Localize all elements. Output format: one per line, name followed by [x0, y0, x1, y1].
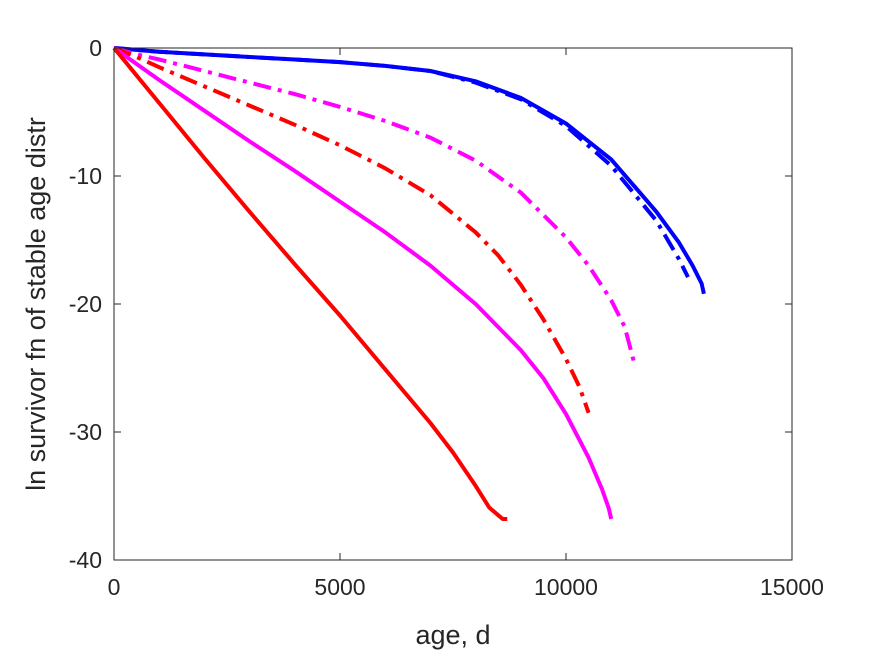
- y-tick-label: -10: [69, 163, 102, 189]
- y-tick-label: -40: [69, 547, 102, 573]
- series-line-6: [112, 46, 508, 521]
- x-tick-label: 5000: [314, 574, 365, 600]
- y-tick-label: 0: [89, 35, 102, 61]
- series-line-3: [113, 46, 636, 363]
- x-axis-label: age, d: [415, 620, 490, 650]
- tick-layer: 0 5000 10000 15000 0 -10 -20 -30 -40: [69, 35, 824, 600]
- y-axis-label: ln survivor fn of stable age distr: [21, 117, 51, 491]
- x-tick-label: 10000: [534, 574, 598, 600]
- series-layer: [112, 46, 706, 521]
- y-tick-label: -20: [69, 291, 102, 317]
- x-tick-label: 0: [108, 574, 121, 600]
- x-tick-label: 15000: [760, 574, 824, 600]
- y-tick-label: -30: [69, 419, 102, 445]
- series-line-5: [112, 46, 614, 520]
- series-line-4: [113, 46, 591, 414]
